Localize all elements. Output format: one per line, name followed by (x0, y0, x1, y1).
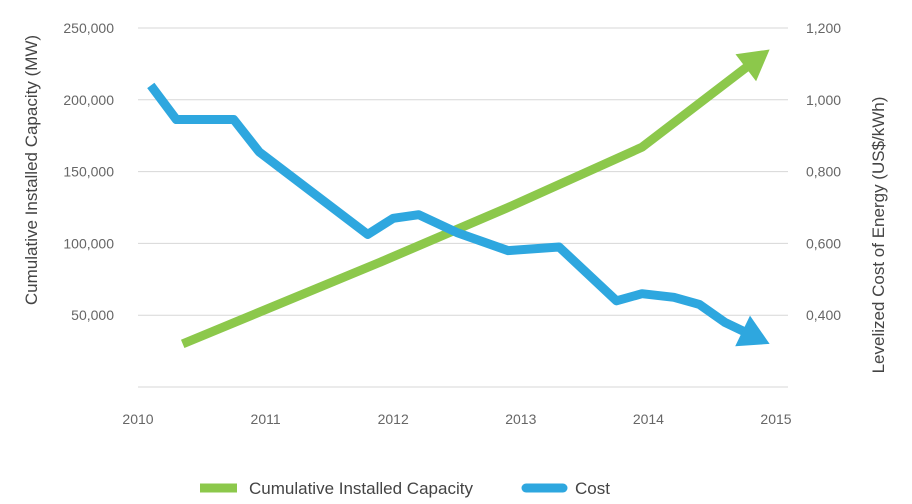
x-tick-label: 2010 (122, 411, 153, 427)
x-tick-label: 2015 (760, 411, 791, 427)
series-layer (147, 49, 770, 349)
legend-label-cost: Cost (575, 479, 610, 498)
left-tick-label: 250,000 (63, 20, 114, 36)
x-axis-ticks: 2010 2011 2012 2013 2014 2015 (122, 411, 791, 427)
x-tick-label: 2013 (505, 411, 536, 427)
right-axis-ticks: 1,200 1,000 0,800 0,600 0,400 (806, 20, 841, 323)
legend-label-capacity: Cumulative Installed Capacity (249, 479, 473, 498)
x-tick-label: 2011 (251, 411, 281, 427)
right-tick-label: 0,600 (806, 235, 841, 251)
x-tick-label: 2014 (633, 411, 664, 427)
right-tick-label: 1,000 (806, 92, 841, 108)
right-tick-label: 0,400 (806, 307, 841, 323)
series-line-0 (180, 61, 752, 349)
right-tick-label: 1,200 (806, 20, 841, 36)
left-tick-label: 100,000 (63, 235, 114, 251)
legend: Cumulative Installed Capacity Cost (200, 479, 610, 498)
grid (138, 27, 788, 388)
right-axis-title: Levelized Cost of Energy (US$/kWh) (869, 97, 888, 374)
left-tick-label: 150,000 (63, 164, 114, 180)
left-tick-label: 200,000 (63, 92, 114, 108)
x-tick-label: 2012 (378, 411, 409, 427)
left-tick-label: 50,000 (71, 307, 114, 323)
series-line-1 (147, 82, 749, 337)
right-tick-label: 0,800 (806, 164, 841, 180)
left-axis-ticks: 250,000 200,000 150,000 100,000 50,000 (63, 20, 114, 323)
series-arrowhead-0 (735, 49, 770, 82)
left-axis-title: Cumulative Installed Capacity (MW) (22, 35, 41, 305)
series-arrowhead-1 (735, 315, 770, 347)
